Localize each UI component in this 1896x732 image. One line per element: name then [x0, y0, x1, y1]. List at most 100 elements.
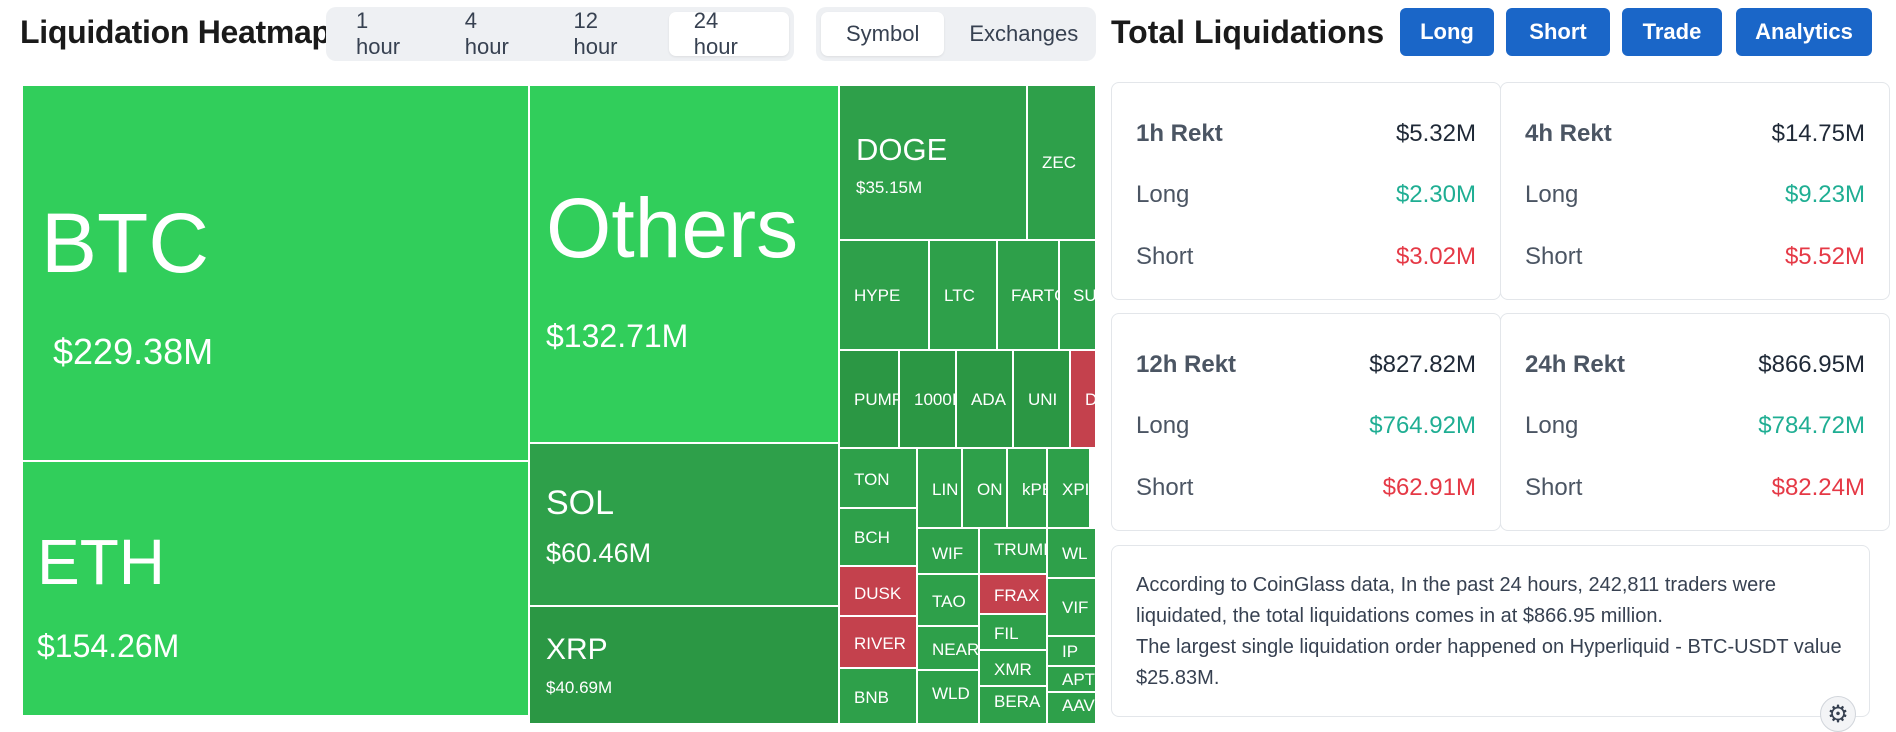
stat-total: $827.82M — [1369, 351, 1476, 378]
tab-1-hour[interactable]: 1 hour — [356, 8, 401, 59]
tile-symbol: TAO — [932, 592, 966, 611]
heatmap-tile-frax[interactable]: FRAX — [979, 574, 1047, 614]
long-value: $2.30M — [1395, 181, 1476, 208]
tile-value: $132.71M — [546, 318, 689, 354]
heatmap-tile-bera[interactable]: BERA — [979, 686, 1047, 724]
heatmap-tile-1000i[interactable]: 1000I — [899, 350, 956, 448]
heatmap-tile-xrp[interactable]: XRP $40.69M — [529, 606, 839, 724]
stat-card-12h: 12h Rekt $827.82M Long $764.92M Short $62.9… — [1111, 313, 1501, 531]
tab-24-hour[interactable]: 24 hour — [668, 8, 789, 59]
tile-value: $60.46M — [546, 538, 652, 568]
tile-value: $229.38M — [53, 331, 214, 372]
tile-symbol: BERA — [994, 692, 1041, 711]
trade-button[interactable]: Trade — [1622, 8, 1722, 56]
long-label: Long — [1136, 181, 1190, 208]
heatmap-tile-sol[interactable]: SOL $60.46M — [529, 443, 839, 606]
heatmap-tile-on[interactable]: ON — [962, 448, 1007, 528]
long-label: Long — [1136, 412, 1190, 439]
heatmap-tile-bch[interactable]: BCH — [839, 508, 917, 566]
heatmap-tile-others[interactable]: Others $132.71M — [529, 85, 839, 443]
tile-symbol: ON — [977, 480, 1003, 499]
long-label: Long — [1525, 412, 1579, 439]
tab-symbol[interactable]: Symbol — [821, 12, 945, 56]
tile-symbol: SOL — [546, 484, 615, 522]
time-range-tabs: 1 hour 4 hour 12 hour 24 hour — [326, 7, 794, 61]
tile-symbol: HYPE — [854, 286, 901, 305]
heatmap-tile-eth[interactable]: ETH $154.26M — [22, 461, 529, 716]
heatmap-tile-fil[interactable]: FIL — [979, 614, 1047, 650]
stat-label: 1h Rekt — [1136, 120, 1223, 147]
short-label: Short — [1136, 474, 1194, 501]
summary-text: According to CoinGlass data, In the past… — [1136, 574, 1776, 627]
tile-symbol: LIN — [932, 480, 959, 499]
heatmap-tile-aav[interactable]: AAV — [1047, 692, 1096, 724]
heatmap-tile-lin[interactable]: LIN — [917, 448, 962, 528]
liquidation-summary: According to CoinGlass data, In the past… — [1111, 545, 1870, 717]
heatmap-tile-trumi[interactable]: TRUMI — [979, 528, 1047, 574]
short-button[interactable]: Short — [1506, 8, 1610, 56]
tile-symbol: VIF — [1062, 598, 1089, 617]
tab-12-hour[interactable]: 12 hour — [573, 8, 618, 59]
heatmap-tile-near[interactable]: NEAR — [917, 626, 979, 670]
heatmap-tile-ltc[interactable]: LTC — [929, 240, 997, 350]
tile-value: $35.15M — [856, 178, 923, 197]
heatmap-tile-vif[interactable]: VIF — [1047, 578, 1096, 636]
stat-total: $14.75M — [1771, 120, 1865, 147]
heatmap-tile-zec[interactable]: ZEC — [1027, 85, 1096, 240]
tile-symbol: PUMP — [854, 390, 899, 409]
stat-label: 4h Rekt — [1525, 120, 1612, 147]
heatmap-title: Liquidation Heatmap — [20, 14, 331, 50]
long-button[interactable]: Long — [1400, 8, 1494, 56]
heatmap-tile-d[interactable]: D — [1070, 350, 1096, 448]
heatmap-tile-pump[interactable]: PUMP — [839, 350, 899, 448]
tile-symbol: D — [1085, 391, 1095, 408]
heatmap-tile-uni[interactable]: UNI — [1013, 350, 1070, 448]
tile-symbol: UNI — [1028, 390, 1058, 409]
tile-symbol: FARTC — [1011, 286, 1058, 305]
tile-symbol: SU — [1073, 286, 1096, 305]
heatmap-tile-su[interactable]: SU — [1059, 240, 1096, 350]
short-value: $82.24M — [1771, 474, 1865, 501]
heatmap-tile-hype[interactable]: HYPE — [839, 240, 929, 350]
stat-label: 24h Rekt — [1525, 351, 1626, 378]
heatmap-tile-river[interactable]: RIVER — [839, 616, 917, 668]
view-tabs: Symbol Exchanges — [816, 7, 1096, 61]
tab-4-hour[interactable]: 4 hour — [464, 8, 509, 59]
heatmap-tile-dusk[interactable]: DUSK — [839, 566, 917, 616]
short-value: $3.02M — [1395, 243, 1476, 270]
tile-symbol: 1000I — [914, 390, 956, 409]
tile-symbol: ZEC — [1042, 153, 1076, 172]
heatmap-tile-ada[interactable]: ADA — [956, 350, 1013, 448]
tile-symbol: TON — [854, 470, 890, 489]
stat-total: $5.32M — [1395, 120, 1476, 147]
tile-symbol: WLD — [932, 684, 970, 703]
heatmap-tile-bnb[interactable]: BNB — [839, 668, 917, 724]
heatmap-tile-ton[interactable]: TON — [839, 448, 917, 508]
heatmap-tile-apt[interactable]: APT — [1047, 666, 1096, 692]
heatmap-tile-kpe[interactable]: kPE — [1007, 448, 1047, 528]
long-value: $784.72M — [1758, 412, 1865, 439]
heatmap-tile-wl[interactable]: WL — [1047, 528, 1096, 578]
short-label: Short — [1525, 243, 1583, 270]
tile-symbol: AAV — [1062, 696, 1095, 715]
heatmap-tile-doge[interactable]: DOGE $35.15M — [839, 85, 1027, 240]
short-label: Short — [1136, 243, 1194, 270]
analytics-button[interactable]: Analytics — [1736, 8, 1872, 56]
stat-label: 12h Rekt — [1136, 351, 1237, 378]
heatmap-tile-wld[interactable]: WLD — [917, 670, 979, 724]
heatmap-tile-fartc[interactable]: FARTC — [997, 240, 1059, 350]
heatmap-tile-xpi[interactable]: XPI — [1047, 448, 1090, 528]
tab-exchanges[interactable]: Exchanges — [969, 21, 1079, 46]
heatmap-tile-wif[interactable]: WIF — [917, 528, 979, 574]
heatmap-tile-btc[interactable]: BTC $229.38M — [22, 85, 529, 461]
gear-icon[interactable]: ⚙ — [1820, 696, 1856, 732]
heatmap-tile-xmr[interactable]: XMR — [979, 650, 1047, 686]
stat-total: $866.95M — [1758, 351, 1865, 378]
heatmap-tile-tao[interactable]: TAO — [917, 574, 979, 626]
heatmap-tile-ip[interactable]: IP — [1047, 636, 1096, 666]
long-value: $764.92M — [1369, 412, 1476, 439]
tile-symbol: DUSK — [854, 584, 902, 603]
tile-symbol: Others — [546, 181, 799, 275]
tile-symbol: DOGE — [856, 132, 948, 167]
